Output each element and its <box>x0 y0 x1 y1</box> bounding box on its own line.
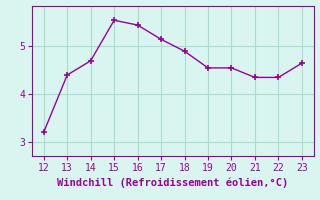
X-axis label: Windchill (Refroidissement éolien,°C): Windchill (Refroidissement éolien,°C) <box>57 177 288 188</box>
